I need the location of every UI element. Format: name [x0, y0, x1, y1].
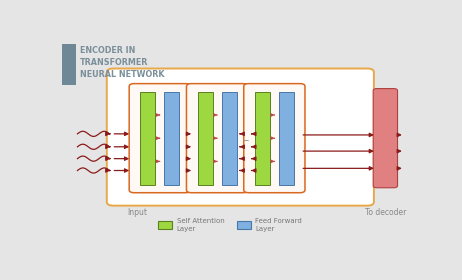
Text: Feed Forward
Layer: Feed Forward Layer [255, 218, 302, 232]
Text: Self Attention
Layer: Self Attention Layer [176, 218, 225, 232]
Text: To decoder: To decoder [365, 208, 406, 217]
FancyBboxPatch shape [237, 221, 251, 229]
FancyBboxPatch shape [222, 92, 237, 185]
FancyBboxPatch shape [187, 84, 248, 193]
FancyBboxPatch shape [279, 92, 294, 185]
Text: –: – [243, 134, 249, 147]
Text: Input: Input [128, 208, 147, 217]
Text: TRANSFORMER: TRANSFORMER [80, 58, 148, 67]
FancyBboxPatch shape [140, 92, 155, 185]
FancyBboxPatch shape [198, 92, 213, 185]
FancyBboxPatch shape [107, 69, 374, 206]
FancyBboxPatch shape [62, 44, 76, 85]
FancyBboxPatch shape [244, 84, 305, 193]
Text: NEURAL NETWORK: NEURAL NETWORK [80, 70, 164, 79]
Text: ENCODER IN: ENCODER IN [80, 46, 135, 55]
FancyBboxPatch shape [255, 92, 270, 185]
FancyBboxPatch shape [164, 92, 179, 185]
FancyBboxPatch shape [373, 88, 397, 188]
FancyBboxPatch shape [158, 221, 172, 229]
FancyBboxPatch shape [129, 84, 190, 193]
